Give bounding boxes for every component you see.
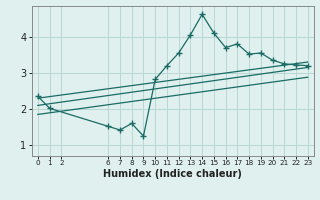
X-axis label: Humidex (Indice chaleur): Humidex (Indice chaleur) — [103, 169, 242, 179]
